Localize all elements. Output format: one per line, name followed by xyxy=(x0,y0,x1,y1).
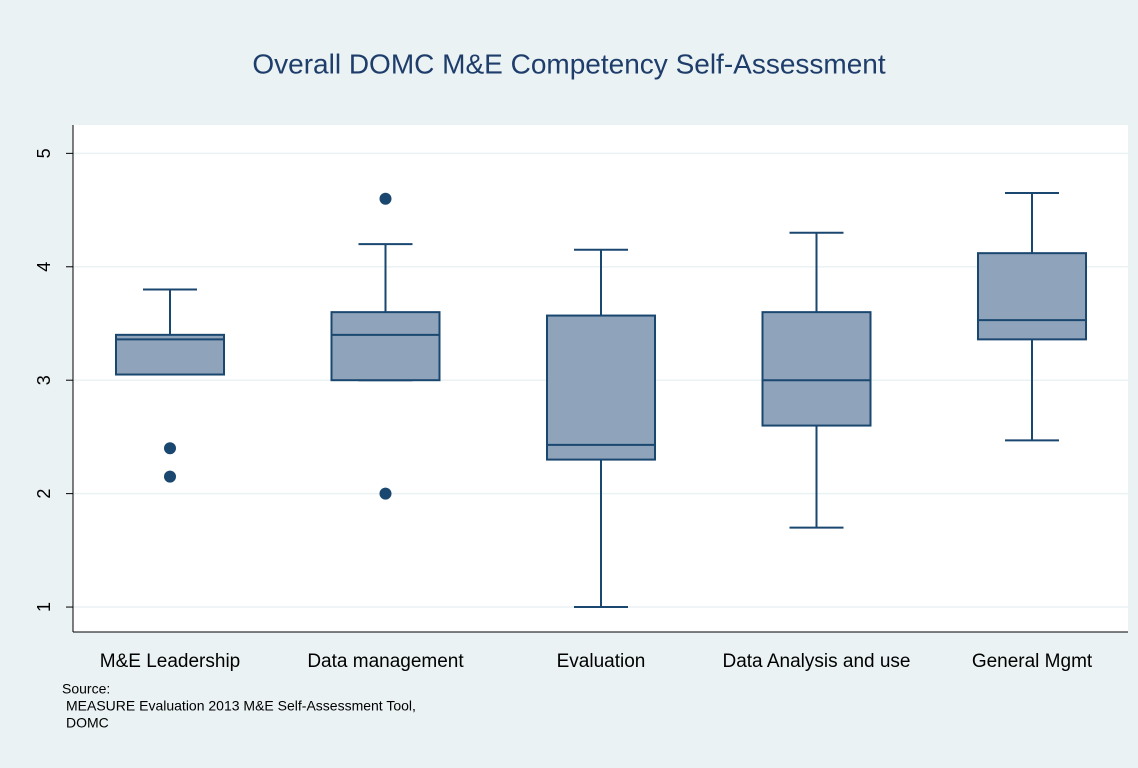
y-tick-label: 3 xyxy=(34,375,54,385)
note: MEASURE Evaluation 2013 M&E Self-Assessm… xyxy=(66,698,416,714)
y-tick-label: 1 xyxy=(34,602,54,612)
outlier xyxy=(379,192,392,205)
chart-title: Overall DOMC M&E Competency Self-Assessm… xyxy=(252,48,886,79)
box xyxy=(115,333,225,376)
box xyxy=(761,311,872,427)
box xyxy=(546,314,656,461)
x-tick-label: Data Analysis and use xyxy=(722,651,910,672)
y-tick-label: 4 xyxy=(34,262,54,272)
x-tick-label: M&E Leadership xyxy=(100,651,240,672)
y-tick-label: 5 xyxy=(34,148,54,158)
outlier xyxy=(379,487,392,500)
x-tick-label: General Mgmt xyxy=(972,651,1093,672)
outlier xyxy=(164,442,176,455)
y-tick-label: 2 xyxy=(34,489,54,499)
note: Source: xyxy=(62,681,110,697)
x-tick-label: Data management xyxy=(307,651,464,672)
box xyxy=(330,311,441,382)
outlier xyxy=(164,470,176,483)
note: DOMC xyxy=(66,715,109,731)
x-tick-label: Evaluation xyxy=(557,651,646,672)
box xyxy=(977,252,1087,341)
